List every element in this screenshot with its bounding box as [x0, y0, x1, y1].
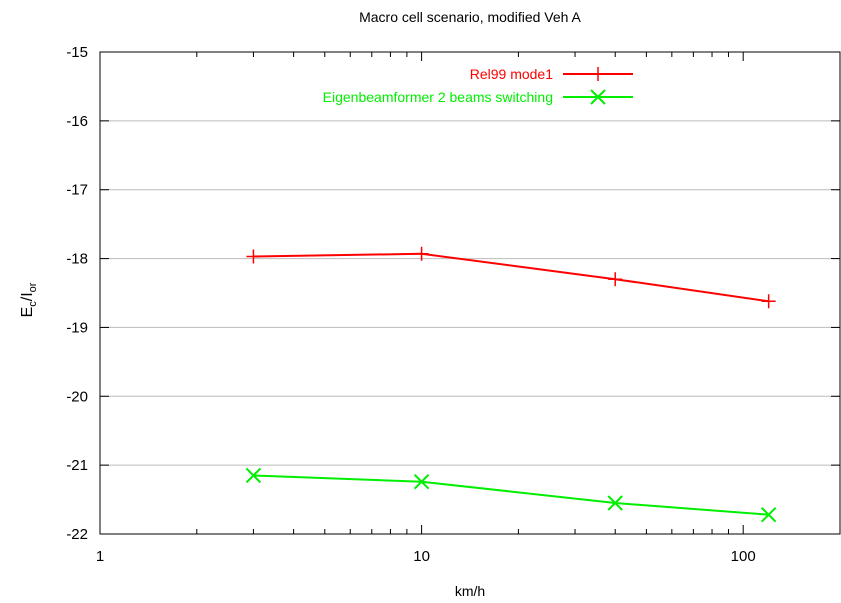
series-2-point-d2 — [760, 507, 777, 523]
y-tick-label: -21 — [66, 457, 88, 474]
y-axis-label-mid: /I — [19, 292, 36, 301]
series-1-point — [761, 294, 776, 309]
y-axis: -22 -21 -20 -19 -18 -17 -16 -15 — [66, 44, 840, 543]
series-2-point — [760, 507, 777, 523]
series-2-point — [413, 473, 430, 490]
x-tick-label: 10 — [413, 548, 430, 565]
y-tick-label: -16 — [66, 113, 88, 130]
x-axis: 1 10 100 — [96, 52, 756, 565]
y-tick-label: -17 — [66, 182, 88, 199]
series-1-point — [414, 246, 429, 261]
y-tick-label: -15 — [66, 44, 88, 61]
y-axis-label-sub1: c — [27, 301, 39, 307]
x-tick-label: 100 — [731, 548, 756, 565]
legend-marker-2 — [590, 89, 606, 105]
y-axis-label: Ec/Ior — [19, 282, 39, 317]
series-2-point — [245, 467, 262, 484]
legend-marker-2-d2 — [590, 89, 606, 105]
chart-title: Macro cell scenario, modified Veh A — [359, 9, 581, 25]
plot-frame — [99, 51, 841, 535]
legend: Rel99 mode1 Eigenbeamformer 2 beams switc… — [323, 66, 633, 105]
legend-marker-1 — [591, 67, 605, 81]
y-axis-label-sub2: or — [27, 282, 39, 292]
y-tick-label: -18 — [66, 251, 88, 268]
x-tick-label: 1 — [96, 548, 104, 565]
series-1-point — [608, 272, 623, 287]
series-line-1 — [253, 252, 769, 303]
x-axis-label: km/h — [455, 583, 485, 599]
series-2-point — [607, 495, 623, 511]
series-line-2 — [253, 474, 769, 516]
legend-label-2: Eigenbeamformer 2 beams switching — [323, 89, 553, 105]
y-tick-label: -22 — [66, 526, 88, 543]
y-axis-label-main: E — [19, 307, 36, 318]
series-2-point-d2 — [413, 473, 430, 490]
series-2-point-d2 — [607, 495, 623, 511]
y-tick-label: -19 — [66, 319, 88, 336]
legend-label-1: Rel99 mode1 — [470, 66, 553, 82]
y-tick-label: -20 — [66, 388, 88, 405]
series-layer — [245, 246, 777, 523]
series-2-point-d2 — [245, 467, 262, 484]
series-1-point — [246, 249, 261, 264]
